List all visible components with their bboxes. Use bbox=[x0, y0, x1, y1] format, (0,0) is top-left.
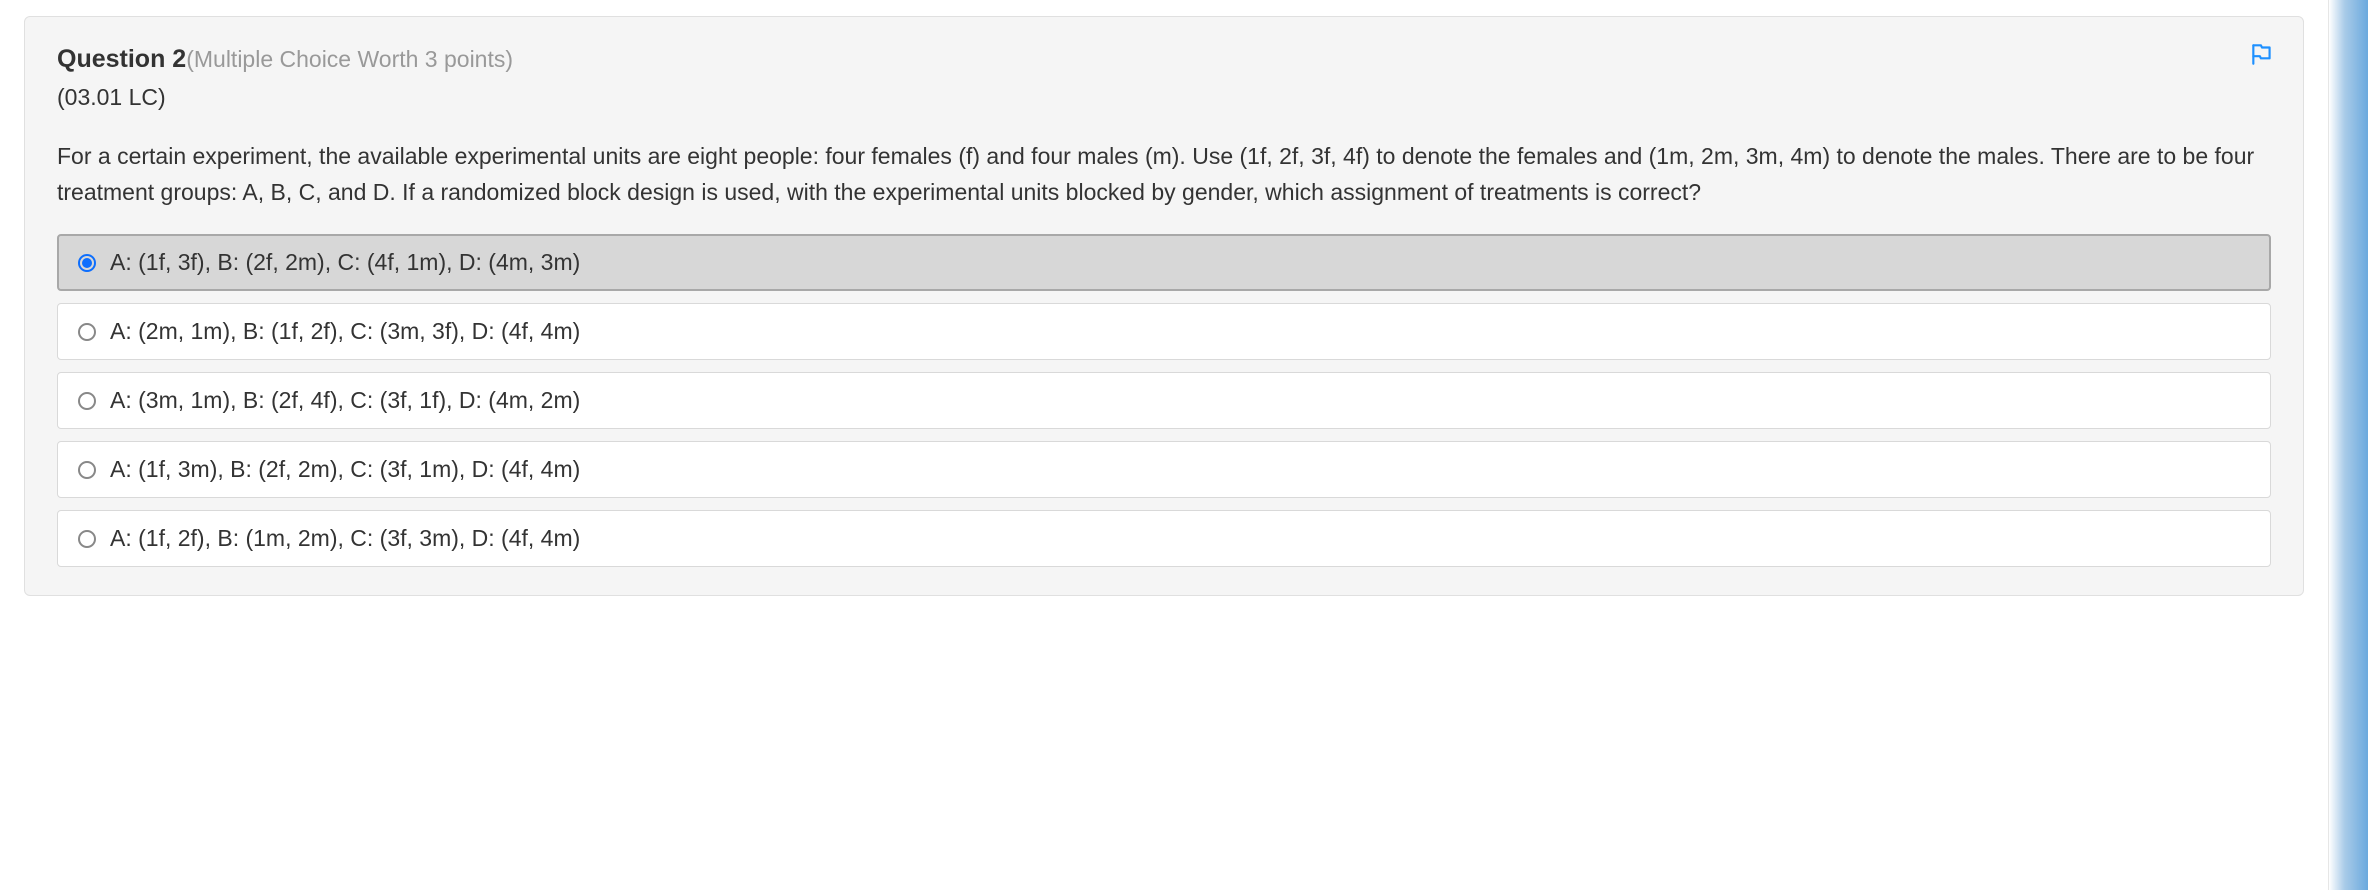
option-5[interactable]: A: (1f, 2f), B: (1m, 2m), C: (3f, 3m), D… bbox=[57, 510, 2271, 567]
option-3[interactable]: A: (3m, 1m), B: (2f, 4f), C: (3f, 1f), D… bbox=[57, 372, 2271, 429]
option-2[interactable]: A: (2m, 1m), B: (1f, 2f), C: (3m, 3f), D… bbox=[57, 303, 2271, 360]
radio-icon bbox=[78, 530, 96, 548]
flag-button[interactable] bbox=[2249, 41, 2275, 72]
option-label: A: (1f, 3f), B: (2f, 2m), C: (4f, 1m), D… bbox=[110, 249, 580, 276]
radio-icon bbox=[78, 323, 96, 341]
radio-icon bbox=[78, 461, 96, 479]
flag-icon bbox=[2249, 41, 2275, 67]
option-label: A: (2m, 1m), B: (1f, 2f), C: (3m, 3f), D… bbox=[110, 318, 580, 345]
option-label: A: (1f, 2f), B: (1m, 2m), C: (3f, 3m), D… bbox=[110, 525, 580, 552]
question-text: For a certain experiment, the available … bbox=[57, 139, 2271, 210]
question-header: Question 2(Multiple Choice Worth 3 point… bbox=[57, 45, 2271, 74]
options-list: A: (1f, 3f), B: (2f, 2m), C: (4f, 1m), D… bbox=[57, 234, 2271, 567]
question-meta: (Multiple Choice Worth 3 points) bbox=[186, 46, 513, 72]
question-code: (03.01 LC) bbox=[57, 84, 2271, 111]
question-number: 2 bbox=[172, 45, 186, 73]
option-1[interactable]: A: (1f, 3f), B: (2f, 2m), C: (4f, 1m), D… bbox=[57, 234, 2271, 291]
radio-icon bbox=[78, 392, 96, 410]
option-label: A: (1f, 3m), B: (2f, 2m), C: (3f, 1m), D… bbox=[110, 456, 580, 483]
radio-icon bbox=[78, 254, 96, 272]
question-title-prefix: Question bbox=[57, 45, 172, 73]
option-4[interactable]: A: (1f, 3m), B: (2f, 2m), C: (3f, 1m), D… bbox=[57, 441, 2271, 498]
option-label: A: (3m, 1m), B: (2f, 4f), C: (3f, 1f), D… bbox=[110, 387, 580, 414]
right-strip[interactable] bbox=[2328, 0, 2368, 890]
question-card: Question 2(Multiple Choice Worth 3 point… bbox=[24, 16, 2304, 596]
main-content: Question 2(Multiple Choice Worth 3 point… bbox=[0, 0, 2328, 890]
